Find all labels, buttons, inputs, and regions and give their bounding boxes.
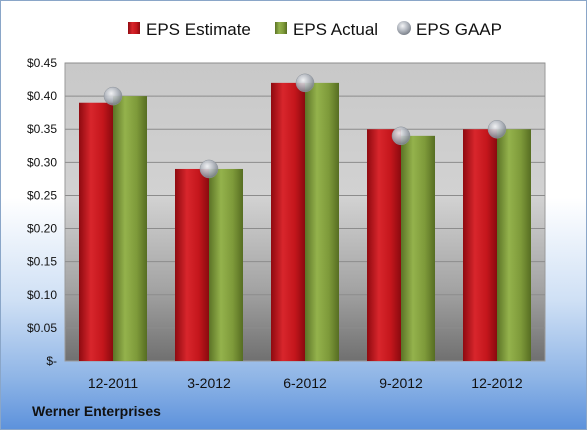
gaap-marker	[295, 73, 315, 93]
bars	[79, 82, 531, 361]
bar-eps-estimate	[175, 168, 209, 361]
gaap-marker	[487, 119, 507, 139]
y-tick-label: $0.15	[27, 255, 57, 269]
gaap-marker	[391, 126, 411, 146]
y-tick-label: $0.25	[27, 188, 57, 202]
bar-eps-estimate	[271, 82, 305, 361]
x-tick-label: 12-2011	[88, 375, 139, 391]
bar-eps-estimate	[367, 129, 401, 361]
x-tick-label: 3-2012	[187, 375, 231, 391]
legend-swatch-estimate	[128, 22, 140, 34]
bar-eps-estimate	[463, 129, 497, 361]
y-tick-label: $0.10	[27, 288, 57, 302]
gaap-marker	[103, 86, 123, 106]
legend: EPS Estimate EPS Actual EPS GAAP	[128, 20, 502, 39]
gaap-markers	[103, 73, 507, 179]
x-axis: 12-2011 3-2012 6-2012 9-2012 12-2012	[88, 375, 523, 391]
x-tick-label: 6-2012	[283, 375, 327, 391]
company-name: Werner Enterprises	[32, 403, 161, 419]
y-tick-label: $0.45	[27, 56, 57, 70]
legend-label-actual: EPS Actual	[293, 20, 378, 39]
bar-eps-actual	[113, 96, 147, 361]
bar-eps-estimate	[79, 102, 113, 361]
y-tick-label: $-	[46, 354, 57, 368]
legend-label-gaap: EPS GAAP	[416, 20, 502, 39]
legend-swatch-actual	[275, 22, 287, 34]
y-tick-label: $0.05	[27, 321, 57, 335]
y-tick-label: $0.30	[27, 155, 57, 169]
y-axis: $- $0.05 $0.10 $0.15 $0.20 $0.25 $0.30 $0.35 $0.…	[27, 56, 57, 368]
legend-swatch-gaap	[397, 21, 411, 35]
legend-label-estimate: EPS Estimate	[146, 20, 251, 39]
bar-eps-actual	[209, 168, 243, 361]
bar-eps-actual	[497, 129, 531, 361]
bar-eps-actual	[401, 135, 435, 361]
gaap-marker	[199, 159, 219, 179]
y-tick-label: $0.35	[27, 122, 57, 136]
bar-eps-actual	[305, 82, 339, 361]
y-tick-label: $0.40	[27, 89, 57, 103]
x-tick-label: 9-2012	[379, 375, 423, 391]
y-tick-label: $0.20	[27, 222, 57, 236]
x-tick-label: 12-2012	[471, 375, 523, 391]
